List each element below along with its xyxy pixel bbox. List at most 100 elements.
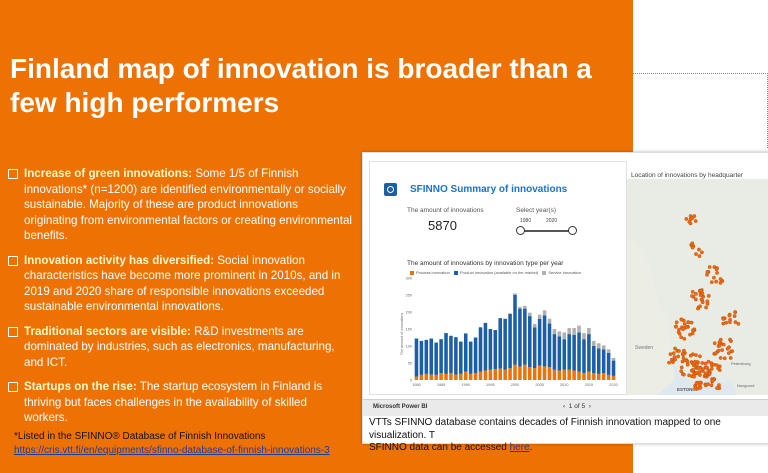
innovation-location-dot[interactable] xyxy=(698,354,702,359)
bar-segment-2009-1[interactable] xyxy=(557,336,562,371)
innovation-location-dot[interactable] xyxy=(714,267,719,272)
innovation-location-dot[interactable] xyxy=(697,382,702,387)
bar-segment-1991-0[interactable] xyxy=(468,373,473,380)
bar-segment-2005-1[interactable] xyxy=(537,318,542,366)
innovation-location-dot[interactable] xyxy=(670,360,675,365)
innovation-location-dot[interactable] xyxy=(674,320,679,325)
bar-segment-2007-2[interactable] xyxy=(547,318,552,324)
bar-segment-1993-0[interactable] xyxy=(478,371,483,381)
innovation-location-dot[interactable] xyxy=(685,362,690,367)
bar-segment-1997-0[interactable] xyxy=(498,368,502,380)
footnote-link[interactable]: https://cris.vtt.fi/en/equipments/sfinno… xyxy=(14,445,330,456)
innovation-location-dot[interactable] xyxy=(690,331,695,336)
innovation-location-dot[interactable] xyxy=(728,356,733,360)
innovation-location-map[interactable]: Sweden ESTONIA Petersburg Novgorod xyxy=(627,179,768,395)
bar-segment-1982-0[interactable] xyxy=(424,373,429,380)
bar-segment-1985-0[interactable] xyxy=(439,373,443,380)
bar-segment-2017-0[interactable] xyxy=(596,373,601,380)
bar-segment-2014-1[interactable] xyxy=(582,339,586,374)
innovation-location-dot[interactable] xyxy=(685,325,689,329)
bar-segment-2018-1[interactable] xyxy=(601,349,606,374)
innovation-location-dot[interactable] xyxy=(696,366,701,371)
innovation-location-dot[interactable] xyxy=(694,353,698,357)
innovation-location-dot[interactable] xyxy=(691,361,696,365)
innovation-location-dot[interactable] xyxy=(712,341,717,346)
innovation-location-dot[interactable] xyxy=(716,366,720,371)
innovation-location-dot[interactable] xyxy=(714,363,719,367)
innovation-location-dot[interactable] xyxy=(684,217,689,221)
year-slider-track[interactable] xyxy=(520,230,572,232)
bar-segment-1996-0[interactable] xyxy=(493,369,498,380)
bar-segment-1982-1[interactable] xyxy=(424,339,429,374)
innovation-location-dot[interactable] xyxy=(707,372,712,376)
bar-segment-2003-0[interactable] xyxy=(528,367,532,380)
bar-segment-1987-1[interactable] xyxy=(449,335,453,374)
innovation-location-dot[interactable] xyxy=(673,324,678,329)
bar-segment-2000-1[interactable] xyxy=(513,295,517,365)
innovation-location-dot[interactable] xyxy=(706,382,710,387)
bar-segment-1995-1[interactable] xyxy=(488,329,493,370)
bar-segment-2017-1[interactable] xyxy=(596,348,601,374)
bar-segment-1997-1[interactable] xyxy=(498,318,502,369)
year-slider-end-handle[interactable] xyxy=(568,226,577,235)
innovation-location-dot[interactable] xyxy=(681,356,686,360)
innovation-location-dot[interactable] xyxy=(679,317,684,322)
innovation-location-dot[interactable] xyxy=(718,356,723,360)
bar-segment-2010-2[interactable] xyxy=(562,332,567,340)
innovation-location-dot[interactable] xyxy=(733,310,738,315)
bar-segment-2010-1[interactable] xyxy=(562,339,567,370)
bar-segment-2008-0[interactable] xyxy=(552,369,557,380)
bar-segment-1985-1[interactable] xyxy=(439,339,443,374)
innovation-location-dot[interactable] xyxy=(722,356,727,361)
bar-segment-1988-0[interactable] xyxy=(454,374,458,380)
innovation-location-dot[interactable] xyxy=(732,314,737,318)
innovation-location-dot[interactable] xyxy=(717,340,722,345)
innovation-location-dot[interactable] xyxy=(736,321,741,326)
bar-segment-2019-1[interactable] xyxy=(606,352,611,375)
innovation-location-dot[interactable] xyxy=(667,360,671,365)
bar-segment-2011-2[interactable] xyxy=(567,327,571,335)
bar-segment-1995-0[interactable] xyxy=(488,369,493,380)
bar-segment-2002-2[interactable] xyxy=(523,305,527,309)
bar-segment-2005-0[interactable] xyxy=(537,365,542,380)
innovation-location-dot[interactable] xyxy=(698,289,703,293)
innovation-location-dot[interactable] xyxy=(681,327,685,332)
bar-segment-1988-1[interactable] xyxy=(454,337,458,375)
innovation-location-dot[interactable] xyxy=(677,331,682,336)
bar-segment-2007-0[interactable] xyxy=(547,367,552,380)
innovation-location-dot[interactable] xyxy=(727,345,731,350)
innovation-location-dot[interactable] xyxy=(721,342,726,347)
innovation-location-dot[interactable] xyxy=(690,294,694,298)
innovation-location-dot[interactable] xyxy=(671,351,676,356)
innovation-location-dot[interactable] xyxy=(709,280,714,285)
bar-segment-1984-1[interactable] xyxy=(434,342,438,375)
innovation-location-dot[interactable] xyxy=(694,292,698,296)
caption-link[interactable]: here xyxy=(509,442,530,453)
innovation-location-dot[interactable] xyxy=(721,321,726,326)
innovation-location-dot[interactable] xyxy=(700,361,705,365)
innovation-location-dot[interactable] xyxy=(690,289,695,294)
bar-segment-2001-2[interactable] xyxy=(518,306,522,309)
innovation-location-dot[interactable] xyxy=(700,250,704,255)
innovation-location-dot[interactable] xyxy=(698,304,702,309)
innovation-location-dot[interactable] xyxy=(726,351,731,356)
prev-page-icon[interactable]: ‹ xyxy=(563,403,566,410)
innovation-location-dot[interactable] xyxy=(717,383,721,387)
bar-segment-2013-1[interactable] xyxy=(577,332,581,372)
bar-segment-2006-0[interactable] xyxy=(542,366,547,380)
bar-segment-2001-1[interactable] xyxy=(518,308,522,367)
bar-segment-2013-0[interactable] xyxy=(577,371,581,381)
innovation-location-dot[interactable] xyxy=(689,320,694,325)
innovation-location-dot[interactable] xyxy=(717,343,722,348)
innovation-location-dot[interactable] xyxy=(682,322,687,326)
bar-segment-1999-0[interactable] xyxy=(508,368,512,380)
innovation-location-dot[interactable] xyxy=(716,348,721,353)
innovation-location-dot[interactable] xyxy=(697,247,701,252)
innovation-location-dot[interactable] xyxy=(705,270,710,274)
innovation-location-dot[interactable] xyxy=(690,245,695,250)
innovation-location-dot[interactable] xyxy=(728,337,732,342)
bar-segment-2020-0[interactable] xyxy=(611,375,616,380)
innovation-location-dot[interactable] xyxy=(704,305,708,310)
innovation-location-dot[interactable] xyxy=(703,371,708,376)
innovation-location-dot[interactable] xyxy=(682,336,687,341)
